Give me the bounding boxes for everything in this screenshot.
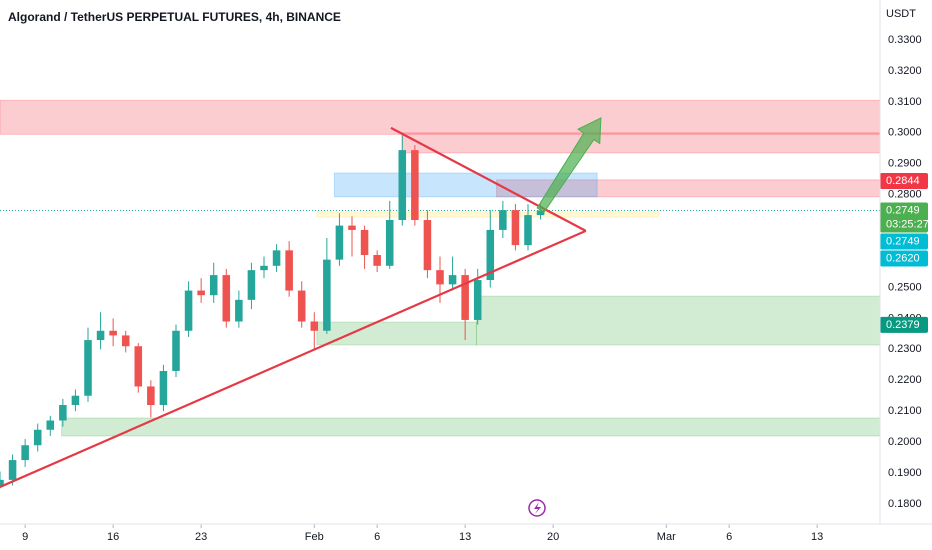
plot: 0.18000.19000.20000.21000.22000.23000.24… — [0, 34, 929, 543]
zone — [316, 211, 660, 218]
candle-body — [260, 265, 268, 271]
price-label-text: 0.2620 — [886, 252, 920, 264]
candle-body — [71, 395, 80, 406]
y-tick-label: 0.2000 — [888, 436, 922, 448]
candle-body — [323, 259, 331, 331]
candle-body — [398, 150, 407, 221]
price-label — [880, 316, 928, 333]
candle-body — [222, 275, 231, 322]
price-label — [880, 173, 928, 190]
candle-body — [524, 215, 532, 246]
zone — [475, 295, 881, 346]
candle-body — [423, 220, 432, 271]
candle-body — [461, 275, 469, 320]
candle-body — [109, 330, 117, 336]
candle-body — [247, 270, 256, 300]
candle-body — [33, 429, 42, 446]
y-tick-label: 0.3300 — [888, 34, 922, 46]
x-tick-label: 13 — [811, 531, 823, 543]
y-tick-label: 0.1900 — [888, 467, 922, 479]
candle-body — [310, 321, 319, 331]
x-tick-label: 13 — [459, 531, 471, 543]
candle-body — [147, 386, 155, 406]
countdown: 03:25:27 — [886, 218, 929, 230]
price-label — [880, 250, 928, 267]
price-label-text: 0.2379 — [886, 319, 920, 331]
zone — [61, 417, 881, 437]
candle-body — [385, 220, 394, 266]
candle-body — [0, 479, 4, 486]
trend-line — [390, 126, 587, 232]
price-label-text: 0.2749 — [886, 204, 920, 216]
y-tick-label: 0.2500 — [888, 281, 922, 293]
candle-body — [59, 405, 67, 421]
price-label — [880, 233, 928, 250]
x-tick-label: 9 — [22, 531, 28, 543]
x-tick-label: 6 — [374, 531, 380, 543]
currency: USDT — [886, 8, 916, 20]
candle-body — [84, 340, 92, 396]
zone — [401, 132, 881, 154]
candle-body — [96, 330, 105, 341]
x-tick-label: 20 — [547, 531, 559, 543]
y-tick-label: 0.2900 — [888, 158, 922, 170]
y-tick-label: 0.3200 — [888, 65, 922, 77]
arrow — [536, 117, 602, 214]
candle-body — [348, 225, 356, 230]
candle-body — [172, 330, 180, 371]
candle-body — [411, 150, 419, 221]
zone — [316, 321, 477, 346]
candle-body — [46, 420, 55, 430]
candle-body — [335, 225, 344, 260]
y-tick-label: 0.2200 — [888, 374, 922, 386]
zone — [0, 99, 881, 135]
candle-body — [235, 299, 243, 322]
candle-body — [272, 250, 281, 266]
chart-title: Algorand / TetherUS PERPETUAL FUTURES, 4… — [8, 10, 341, 24]
candle-body — [197, 290, 205, 296]
candle-body — [511, 210, 520, 246]
candle-body — [159, 370, 168, 406]
y-tick-label: 0.3100 — [888, 96, 922, 108]
price-label-text: 0.2749 — [886, 235, 920, 247]
x-tick-label: Feb — [305, 531, 324, 543]
x-tick-label: 23 — [195, 531, 207, 543]
candle-body — [373, 254, 381, 266]
y-tick-label: 0.2800 — [888, 189, 922, 201]
price-label — [880, 202, 928, 233]
y-tick-label: 0.2100 — [888, 405, 922, 417]
candle-body — [448, 275, 457, 285]
y-tick-label: 0.2300 — [888, 343, 922, 355]
x-tick-label: 6 — [726, 531, 732, 543]
candle-body — [134, 346, 143, 387]
candle-body — [499, 210, 507, 230]
price-label-text: 0.2844 — [886, 175, 920, 187]
candle-body — [436, 270, 444, 285]
y-tick-label: 0.1800 — [888, 498, 922, 510]
candle-body — [21, 445, 29, 461]
candle-body — [184, 290, 193, 331]
candle-body — [536, 210, 545, 216]
y-tick-label: 0.3000 — [888, 127, 922, 139]
alert-icon[interactable] — [528, 499, 546, 517]
candle-body — [8, 460, 17, 480]
candle-body — [121, 335, 130, 347]
candle-body — [473, 280, 482, 320]
candle-body — [360, 229, 369, 255]
candle-body — [209, 275, 218, 296]
candle-body — [285, 250, 293, 291]
candle-body — [486, 229, 495, 281]
x-tick-label: Mar — [657, 531, 676, 543]
x-tick-label: 16 — [107, 531, 119, 543]
candle-body — [297, 290, 306, 322]
trend-line — [0, 229, 587, 488]
